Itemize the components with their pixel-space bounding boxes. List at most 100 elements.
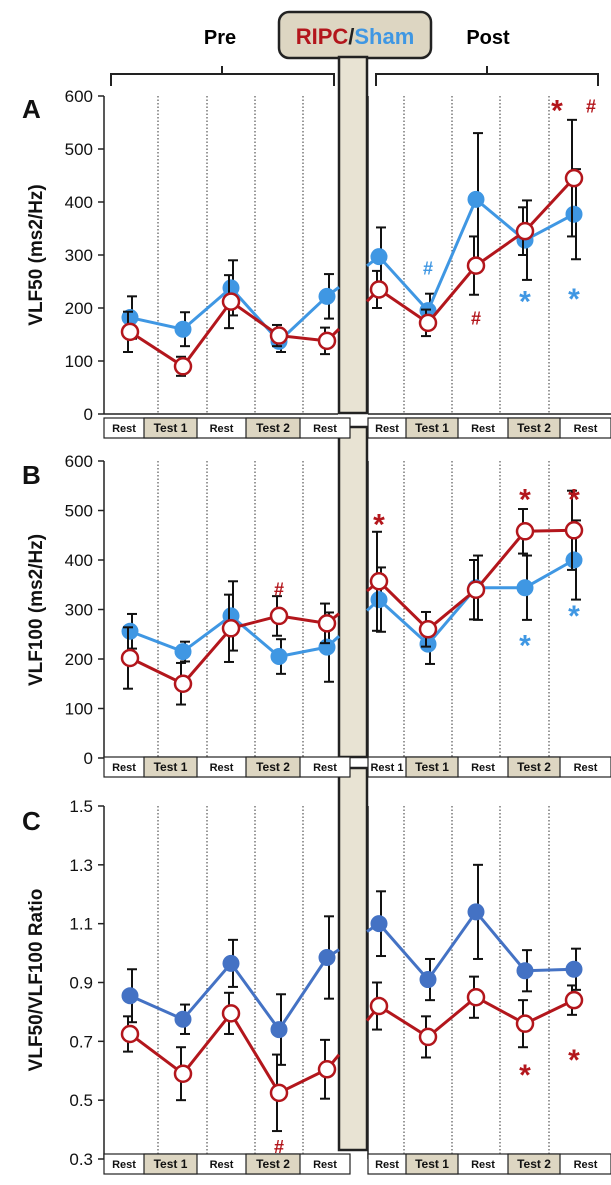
series-line <box>377 558 575 647</box>
phase-label-box <box>245 756 301 778</box>
data-point <box>269 606 289 626</box>
phase-label-box <box>507 756 561 778</box>
data-point <box>565 205 583 223</box>
phase-label: Test 1 <box>154 1157 188 1171</box>
header: Pre Post RIPC/Sham <box>110 10 599 86</box>
y-tick-label: 1.1 <box>69 915 93 934</box>
phase-label: Test 2 <box>517 1157 551 1171</box>
data-point <box>221 292 241 311</box>
phase-label: Rest <box>112 762 136 774</box>
panel-c: C VLF50/VLF100 Ratio 0.3 0.5 0.7 0.9 1.1 1.3 1.5… <box>22 797 611 1175</box>
data-point <box>318 948 336 966</box>
data-point <box>466 580 486 599</box>
y-tick-label: 200 <box>65 650 93 669</box>
data-point <box>564 168 584 188</box>
significance-mark: # <box>586 97 596 117</box>
intervention-bar-1 <box>337 55 369 415</box>
data-point <box>317 614 337 633</box>
phase-label-box <box>405 756 459 778</box>
phase-label: Rest <box>112 1159 136 1171</box>
phase-label: Rest <box>471 423 495 435</box>
significance-mark: * <box>551 95 563 128</box>
y-tick-label: 1.3 <box>69 856 93 875</box>
y-tick-label: 0.9 <box>69 974 93 993</box>
phase-label: Rest <box>574 1159 598 1171</box>
data-point <box>418 313 438 333</box>
data-point <box>269 326 289 345</box>
y-tick-label: 0 <box>84 405 93 424</box>
data-point <box>418 620 438 639</box>
phase-label: Test 1 <box>415 760 449 774</box>
y-tick-label: 500 <box>65 502 93 521</box>
data-point <box>121 987 139 1005</box>
series-ripc <box>120 975 584 1133</box>
significance-mark: * <box>568 600 580 633</box>
data-point <box>565 960 583 978</box>
panels: A VLF50 (ms2/Hz) 0 100 200 300 400 500 600 Rest Te… <box>22 87 611 1175</box>
phase-label: Rest <box>574 423 598 435</box>
data-point <box>222 954 240 972</box>
significance-mark: * <box>519 630 531 663</box>
legend-ripc: RIPC <box>296 24 349 49</box>
data-point <box>466 987 486 1007</box>
phase-label: Test 2 <box>256 421 290 435</box>
legend-sham: Sham <box>354 24 414 49</box>
phase-label: Rest <box>210 762 234 774</box>
phase-label-box <box>507 1153 561 1175</box>
phase-label: Test 1 <box>154 760 188 774</box>
phase-label: Test 1 <box>154 421 188 435</box>
data-point <box>270 648 288 666</box>
y-axis-label: VLF100 (ms2/Hz) <box>26 534 47 686</box>
significance-mark: * <box>568 1044 580 1077</box>
phase-label-box <box>143 756 198 778</box>
significance-mark: * <box>519 285 531 318</box>
data-point <box>173 674 193 693</box>
intervention-bar-3 <box>337 766 369 1152</box>
panel-b: B VLF100 (ms2/Hz) 0 100 200 300 400 500 600 Rest T… <box>22 452 611 778</box>
phase-label: Test 2 <box>256 760 290 774</box>
phase-label: Rest <box>112 423 136 435</box>
phase-label: Rest <box>313 423 337 435</box>
y-tick-label: 400 <box>65 551 93 570</box>
y-axis-label: VLF50/VLF100 Ratio <box>26 889 47 1072</box>
significance-mark: # <box>274 1137 284 1157</box>
data-point <box>120 322 140 342</box>
y-tick-label: 400 <box>65 193 93 212</box>
data-point <box>121 622 139 640</box>
data-point <box>369 572 389 591</box>
y-tick-label: 0.5 <box>69 1091 93 1110</box>
y-tick-label: 300 <box>65 246 93 265</box>
data-point <box>515 221 535 241</box>
phase-label: Test 1 <box>415 421 449 435</box>
phase-label: Rest 1 <box>370 762 403 774</box>
data-point <box>269 1083 289 1103</box>
phase-label-box <box>405 417 459 439</box>
data-point <box>270 1021 288 1039</box>
phase-label-box <box>245 1153 301 1175</box>
phase-label: Test 2 <box>517 421 551 435</box>
data-point <box>174 1010 192 1028</box>
phase-label: Test 2 <box>256 1157 290 1171</box>
data-point <box>369 280 389 299</box>
significance-mark: * <box>519 484 531 517</box>
data-point <box>419 971 437 989</box>
significance-mark: # <box>471 309 481 329</box>
y-tick-label: 100 <box>65 352 93 371</box>
y-tick-label: 300 <box>65 601 93 620</box>
data-point <box>174 643 192 661</box>
y-tick-label: 0.7 <box>69 1032 93 1051</box>
data-point <box>467 190 485 208</box>
significance-mark: # <box>274 580 284 600</box>
phase-label: Rest <box>210 1159 234 1171</box>
y-tick-label: 0.3 <box>69 1150 93 1169</box>
phase-label: Rest <box>375 1159 399 1171</box>
series-ripc <box>120 489 584 706</box>
phase-label: Rest <box>313 1159 337 1171</box>
y-tick-label: 100 <box>65 700 93 719</box>
pre-label: Pre <box>204 27 236 49</box>
significance-mark: # <box>423 258 433 278</box>
y-axis-label: VLF50 (ms2/Hz) <box>26 184 47 325</box>
data-point <box>564 990 584 1010</box>
series-line <box>377 909 575 982</box>
